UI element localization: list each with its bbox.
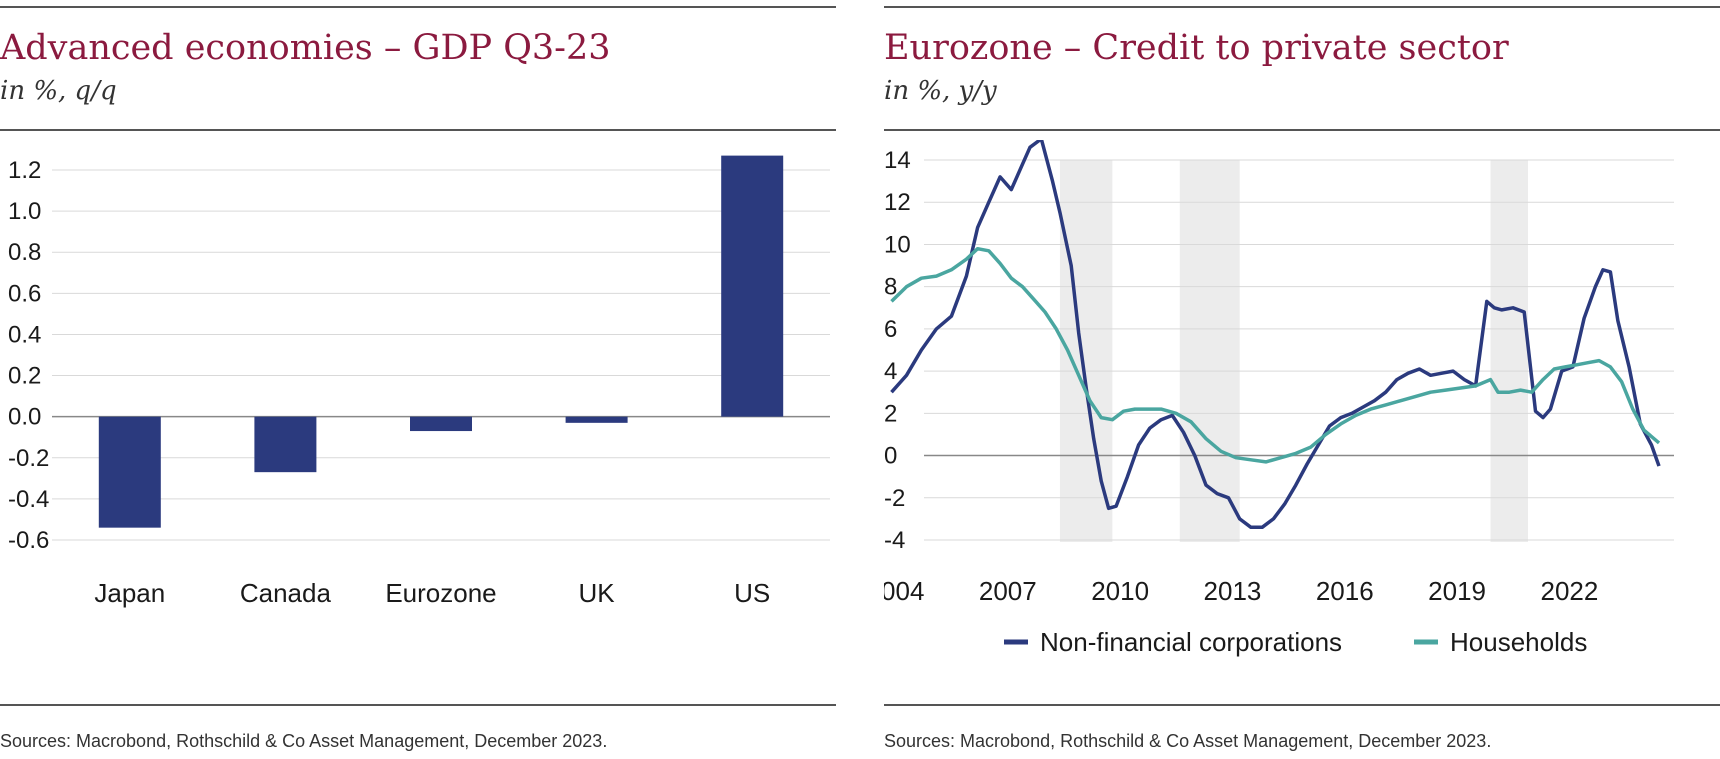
y-tick-label: 0.6 — [8, 280, 41, 307]
y-tick-label: 0.4 — [8, 321, 41, 348]
recession-shade — [1490, 160, 1528, 542]
bar — [721, 155, 784, 417]
y-tick-label: 6 — [884, 316, 897, 343]
bar — [410, 416, 472, 432]
bottom-rule — [0, 704, 836, 706]
x-tick-label: 2016 — [1316, 576, 1374, 606]
right-chart-subtitle: in %, y/y — [884, 76, 997, 106]
y-tick-label: 0 — [884, 443, 897, 470]
right-chart-title: Eurozone – Credit to private sector — [884, 28, 1509, 68]
y-tick-label: 0.2 — [8, 363, 41, 390]
top-rule — [0, 6, 836, 8]
y-tick-label: 2 — [884, 400, 897, 427]
x-category-label: Japan — [94, 578, 165, 608]
legend-label: Non-financial corporations — [1040, 627, 1342, 657]
left-chart-subtitle: in %, q/q — [0, 76, 117, 106]
bar — [98, 416, 161, 528]
y-tick-label: 1.2 — [8, 157, 41, 184]
y-tick-label: 8 — [884, 274, 897, 301]
y-tick-label: 0.8 — [8, 239, 41, 266]
legend-label: Households — [1450, 627, 1587, 657]
x-category-label: UK — [579, 578, 616, 608]
x-tick-label: 2022 — [1541, 576, 1599, 606]
right-source-note: Sources: Macrobond, Rothschild & Co Asse… — [884, 731, 1492, 751]
y-tick-label: 0.0 — [8, 404, 41, 431]
recession-shade — [1179, 160, 1240, 542]
y-tick-label: -4 — [884, 527, 905, 554]
x-tick-label: 2019 — [1428, 576, 1486, 606]
y-tick-label: 14 — [884, 147, 911, 174]
y-tick-label: 12 — [884, 189, 911, 216]
y-tick-label: 1.0 — [8, 198, 41, 225]
right-panel: Eurozone – Credit to private sector in %… — [884, 0, 1720, 759]
top-rule — [884, 6, 1720, 8]
y-tick-label: -0.2 — [8, 445, 49, 472]
bar — [254, 416, 317, 473]
x-tick-label: 2013 — [1204, 576, 1262, 606]
y-tick-label: -0.4 — [8, 486, 49, 513]
y-tick-label: 10 — [884, 231, 911, 258]
left-bar-chart: 1.2 1.0 0.8 0.6 0.4 0.2 0.0 -0.2 -0.4 -0.6 Japan Ca… — [8, 155, 830, 608]
bottom-rule — [884, 704, 1720, 706]
bar — [565, 416, 628, 423]
left-chart-title: Advanced economies – GDP Q3-23 — [0, 28, 611, 68]
left-panel: Advanced economies – GDP Q3-23 in %, q/q… — [0, 0, 836, 759]
y-tick-label: -2 — [884, 485, 905, 512]
y-tick-label: 4 — [884, 358, 897, 385]
series-line-nfc — [890, 140, 1661, 530]
right-line-chart: 14 12 10 8 6 4 2 0 -2 -4 2004 2007 2010 2013 2016 2019 2… — [884, 140, 1674, 657]
x-tick-label: 2010 — [1091, 576, 1149, 606]
series-line-households — [890, 246, 1661, 464]
header-rule — [884, 129, 1720, 131]
x-category-label: US — [734, 578, 770, 608]
header-rule — [0, 129, 836, 131]
x-tick-label: 2004 — [884, 576, 924, 606]
y-tick-label: -0.6 — [8, 527, 49, 554]
x-category-label: Canada — [240, 578, 332, 608]
x-category-label: Eurozone — [385, 578, 496, 608]
left-source-note: Sources: Macrobond, Rothschild & Co Asse… — [0, 731, 608, 751]
x-tick-label: 2007 — [979, 576, 1037, 606]
